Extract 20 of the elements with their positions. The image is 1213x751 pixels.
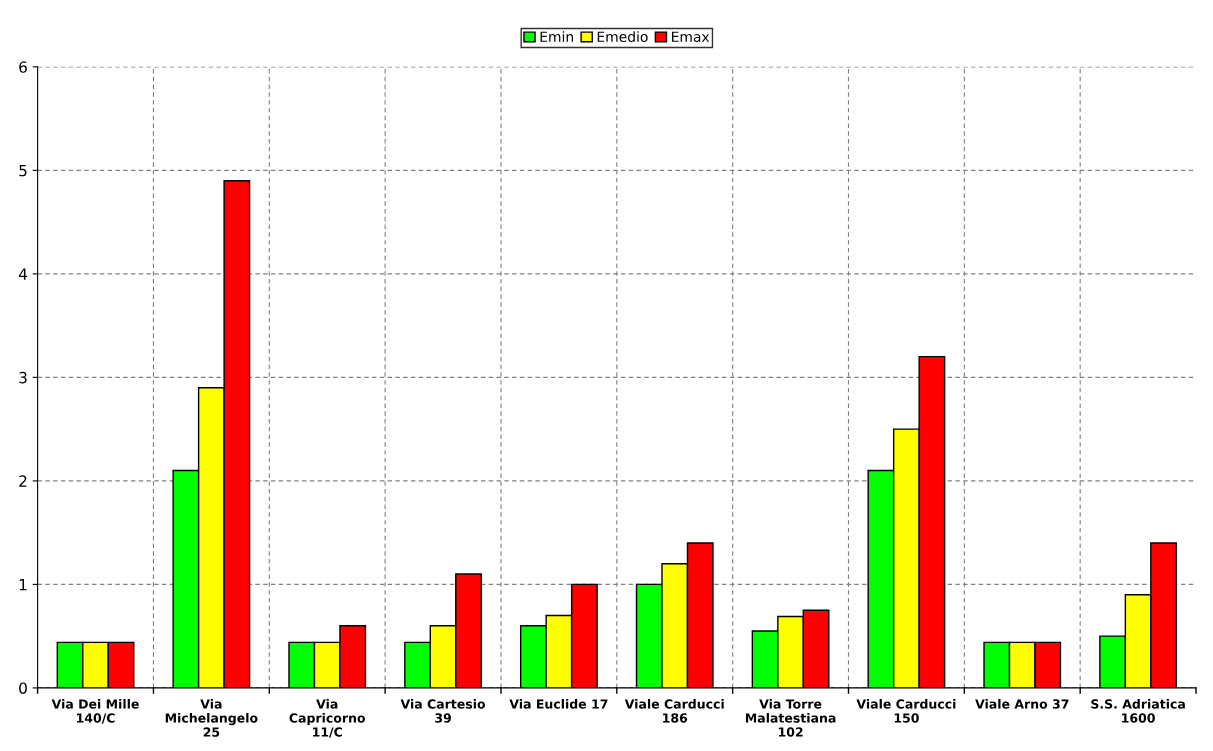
x-tick-label: Via Torre Malatestiana 102 [745, 699, 836, 737]
y-tick-label: 4 [18, 268, 28, 280]
y-tick-label: 3 [19, 371, 27, 384]
legend-label: Emin [540, 31, 573, 42]
x-tick-label: Via Euclide 17 [509, 699, 608, 709]
x-tick-label: Viale Carducci 150 [856, 699, 956, 723]
y-tick-label: 1 [19, 579, 27, 591]
y-tick-label: 5 [19, 165, 27, 177]
y-tick-label: 0 [19, 682, 27, 694]
x-tick-label: Via Dei Mille 140/C [51, 699, 139, 724]
x-tick-label: Viale Arno 37 [975, 699, 1069, 709]
legend-label: Emax [672, 31, 710, 42]
x-tick-label: Via Capricorno 11/C [289, 699, 365, 738]
y-tick-label: 2 [19, 475, 27, 487]
x-tick-label: Via Cartesio 39 [400, 699, 486, 723]
y-tick-label: 6 [19, 61, 27, 73]
legend-label: Emedio [597, 31, 648, 42]
x-tick-label: S.S. Adriatica 1600 [1091, 699, 1185, 723]
x-tick-label: Via Michelangelo 25 [165, 699, 258, 737]
x-tick-label: Viale Carducci 186 [624, 699, 724, 723]
